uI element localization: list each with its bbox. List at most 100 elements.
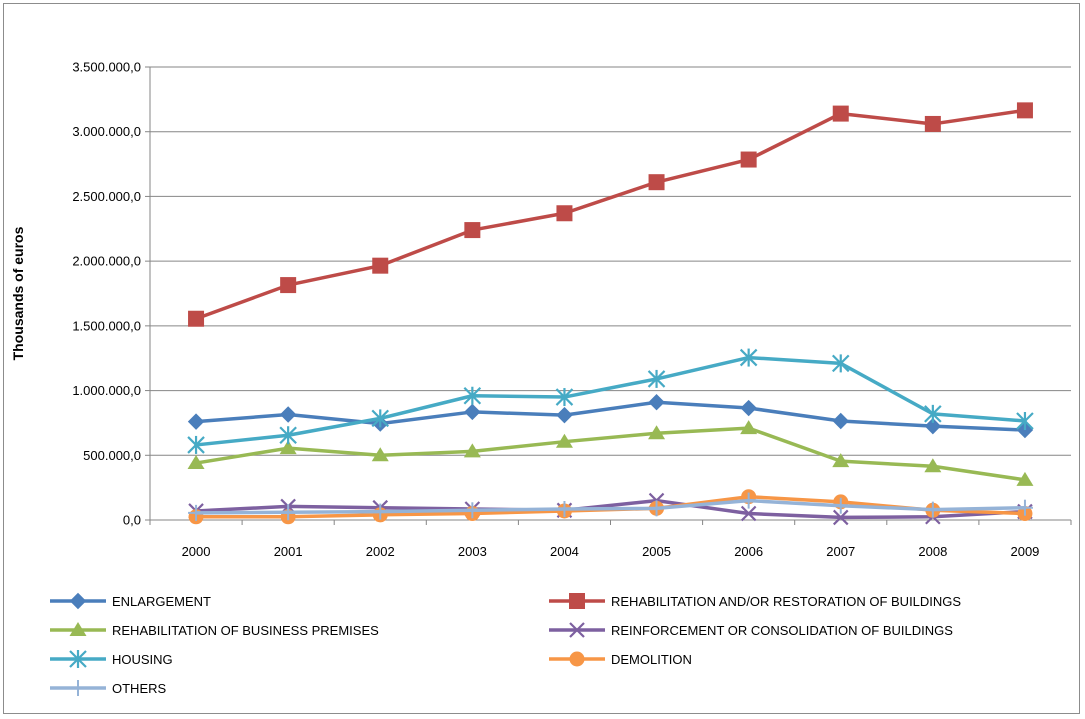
x-tick-label: 2008 bbox=[918, 544, 947, 559]
data-point bbox=[463, 443, 481, 458]
data-point bbox=[371, 447, 389, 462]
data-point bbox=[832, 497, 849, 514]
y-tick-label: 3.500.000,0 bbox=[72, 60, 141, 75]
data-point bbox=[1016, 102, 1033, 119]
data-point bbox=[280, 504, 297, 521]
data-point bbox=[924, 404, 942, 423]
y-tick-label: 1.500.000,0 bbox=[72, 318, 141, 333]
y-axis-title: Thousands of euros bbox=[10, 226, 26, 360]
x-tick-label: 2004 bbox=[550, 544, 579, 559]
data-point bbox=[831, 354, 850, 373]
x-tick-label: 2002 bbox=[366, 544, 395, 559]
series-rehabilitation-and-or-restoration-of-buildings bbox=[188, 102, 1033, 327]
data-point bbox=[1016, 411, 1034, 430]
x-tick-label: 2006 bbox=[734, 544, 763, 559]
data-point bbox=[648, 394, 665, 411]
data-point bbox=[464, 222, 481, 239]
legend-item-demolition: DEMOLITION bbox=[549, 651, 692, 667]
y-tick-label: 2.000.000,0 bbox=[72, 254, 141, 269]
legend-marker bbox=[569, 593, 585, 609]
data-point bbox=[740, 420, 758, 435]
series-layer bbox=[187, 102, 1034, 526]
data-point bbox=[1016, 471, 1034, 486]
data-point bbox=[1016, 421, 1034, 439]
y-tick-label: 500.000,0 bbox=[83, 448, 141, 463]
data-point bbox=[832, 105, 849, 122]
data-point bbox=[464, 403, 481, 421]
data-point bbox=[187, 455, 205, 470]
legend-marker bbox=[70, 680, 86, 696]
data-point bbox=[188, 310, 205, 327]
legend-label: OTHERS bbox=[112, 681, 167, 696]
data-point bbox=[740, 505, 757, 522]
data-point bbox=[372, 257, 389, 274]
series-line bbox=[194, 355, 1027, 447]
x-tick-label: 2003 bbox=[458, 544, 487, 559]
series-others bbox=[188, 492, 1033, 521]
series-line bbox=[194, 426, 1027, 482]
data-point bbox=[187, 435, 205, 454]
legend-item-reinforcement-or-consolidation-of-buildings: REINFORCEMENT OR CONSOLIDATION OF BUILDI… bbox=[549, 622, 953, 638]
legend-item-others: OTHERS bbox=[50, 680, 167, 696]
data-point bbox=[371, 409, 390, 428]
legend: ENLARGEMENT REHABILITATION AND/OR RESTORA… bbox=[50, 592, 961, 696]
x-tick-label: 2009 bbox=[1010, 544, 1039, 559]
data-point bbox=[740, 399, 757, 417]
legend-item-housing: HOUSING bbox=[50, 650, 173, 668]
legend-marker bbox=[69, 650, 87, 668]
data-point bbox=[555, 433, 573, 448]
series-rehabilitation-of-business-premises bbox=[187, 420, 1034, 486]
y-tick-label: 0,0 bbox=[123, 513, 141, 528]
y-tick-label: 1.000.000,0 bbox=[72, 383, 141, 398]
chart-frame: 0,0 500.000,0 1.000.000,0 1.500.000,0 2.000.… bbox=[3, 3, 1080, 714]
x-tick-label: 2000 bbox=[182, 544, 211, 559]
data-point bbox=[647, 369, 666, 388]
data-point bbox=[279, 426, 297, 445]
series-housing bbox=[187, 348, 1034, 454]
data-point bbox=[279, 440, 297, 455]
data-point bbox=[924, 115, 941, 132]
data-point bbox=[924, 501, 941, 518]
x-tick-label: 2001 bbox=[274, 544, 303, 559]
series-line bbox=[194, 108, 1027, 321]
legend-label: REHABILITATION AND/OR RESTORATION OF BUI… bbox=[611, 594, 961, 609]
line-chart: 0,0 500.000,0 1.000.000,0 1.500.000,0 2.000.… bbox=[10, 60, 1072, 696]
data-point bbox=[279, 406, 297, 423]
legend-label: HOUSING bbox=[112, 652, 173, 667]
legend-item-rehabilitation-of-business-premises: REHABILITATION OF BUSINESS PREMISES bbox=[50, 622, 379, 638]
legend-marker bbox=[569, 651, 585, 667]
data-point bbox=[740, 492, 757, 509]
series-line bbox=[194, 498, 1027, 520]
legend-marker bbox=[69, 622, 87, 636]
series-line bbox=[194, 498, 1027, 515]
x-tick-labels: 2000 2001 2002 2003 2004 2005 2006 2007 2008 2009 bbox=[182, 544, 1040, 559]
data-point bbox=[739, 348, 758, 367]
legend-marker bbox=[569, 622, 585, 638]
legend-item-rehabilitation-and-or-restoration-of-buildings: REHABILITATION AND/OR RESTORATION OF BUI… bbox=[549, 593, 961, 609]
data-point bbox=[832, 412, 849, 430]
legend-label: REINFORCEMENT OR CONSOLIDATION OF BUILDI… bbox=[611, 623, 953, 638]
data-point bbox=[1016, 499, 1033, 516]
x-tick-label: 2007 bbox=[826, 544, 855, 559]
data-point bbox=[924, 417, 942, 435]
x-tick-label: 2005 bbox=[642, 544, 671, 559]
data-point bbox=[924, 458, 942, 473]
data-point bbox=[556, 205, 573, 222]
legend-item-enlargement: ENLARGEMENT bbox=[50, 592, 211, 610]
axes bbox=[145, 66, 1072, 525]
y-tick-label: 2.500.000,0 bbox=[72, 189, 141, 204]
data-point bbox=[280, 277, 297, 294]
data-point bbox=[832, 509, 849, 526]
legend-label: REHABILITATION OF BUSINESS PREMISES bbox=[112, 623, 379, 638]
y-tick-labels: 0,0 500.000,0 1.000.000,0 1.500.000,0 2.000.… bbox=[72, 60, 141, 528]
data-point bbox=[464, 502, 481, 519]
legend-label: DEMOLITION bbox=[611, 652, 692, 667]
y-tick-label: 3.000.000,0 bbox=[72, 124, 141, 139]
data-point bbox=[740, 151, 757, 168]
data-point bbox=[832, 453, 850, 468]
series-enlargement bbox=[187, 394, 1034, 439]
data-point bbox=[463, 386, 482, 405]
legend-label: ENLARGEMENT bbox=[112, 594, 211, 609]
series-line bbox=[194, 400, 1027, 432]
data-point bbox=[556, 406, 573, 424]
